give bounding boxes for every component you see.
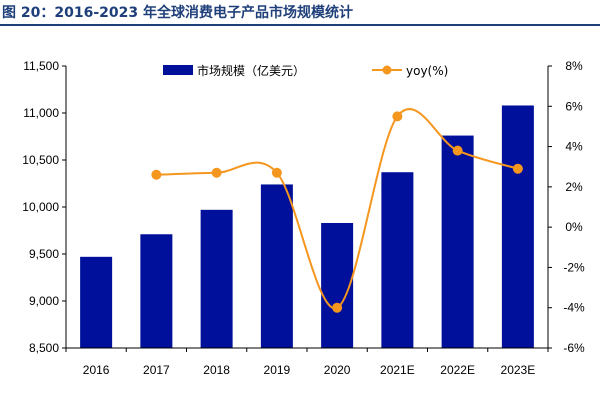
- y-right-tick-label: 6%: [565, 99, 583, 113]
- y-left-tick-label: 10,000: [22, 200, 59, 214]
- x-tick-label: 2021E: [380, 363, 415, 377]
- x-tick-label: 2022E: [440, 363, 475, 377]
- y-left-tick-label: 11,500: [23, 59, 59, 73]
- bar-2019: [260, 184, 293, 348]
- bar-2018: [200, 209, 233, 348]
- x-tick-label: 2023E: [501, 363, 536, 377]
- bar-2023E: [501, 105, 534, 348]
- y-right-tick-label: -2%: [563, 260, 585, 274]
- y-left-tick-label: 8,500: [29, 341, 59, 355]
- yoy-point-2021E: [392, 111, 403, 122]
- bar-series: [80, 105, 534, 348]
- y-right-tick-label: 0%: [565, 220, 583, 234]
- y-right-tick-label: 2%: [565, 180, 583, 194]
- y-right-tick-label: 8%: [565, 59, 583, 73]
- legend-swatch-bar: [163, 65, 193, 75]
- y-right-tick-label: -4%: [563, 301, 585, 315]
- bar-2021E: [381, 172, 414, 348]
- y-left-tick-label: 9,000: [29, 294, 59, 308]
- yoy-point-2018: [211, 167, 222, 178]
- legend: 市场规模（亿美元） yoy(%): [163, 63, 448, 78]
- axes: 8,500 9,000 9,500 10,000 10,500 11,000 11,500 -…: [22, 59, 585, 377]
- x-tick-label: 2020: [324, 363, 351, 377]
- y-right-tick-label: 4%: [565, 140, 583, 154]
- bar-2017: [140, 234, 173, 348]
- x-tick-label: 2016: [83, 363, 110, 377]
- y-left-tick-label: 11,000: [23, 106, 59, 120]
- yoy-line-series: [151, 108, 523, 313]
- yoy-point-2022E: [452, 145, 463, 156]
- x-tick-label: 2019: [264, 363, 291, 377]
- x-tick-label: 2018: [203, 363, 230, 377]
- yoy-point-2020: [332, 302, 343, 313]
- bar-2016: [80, 256, 113, 348]
- legend-swatch-marker: [382, 65, 392, 75]
- bar-2020: [321, 222, 354, 348]
- legend-label-line: yoy(%): [406, 64, 448, 78]
- yoy-point-2023E: [512, 163, 523, 174]
- yoy-point-2017: [151, 169, 162, 180]
- legend-label-bar: 市场规模（亿美元）: [197, 63, 305, 78]
- bar-2022E: [441, 135, 474, 348]
- figure-title: 图 20：2016-2023 年全球消费电子产品市场规模统计: [0, 0, 600, 26]
- y-left-tick-label: 9,500: [29, 247, 59, 261]
- yoy-point-2019: [271, 167, 282, 178]
- y-right-tick-label: -6%: [563, 341, 585, 355]
- y-left-tick-label: 10,500: [22, 153, 59, 167]
- x-tick-label: 2017: [143, 363, 170, 377]
